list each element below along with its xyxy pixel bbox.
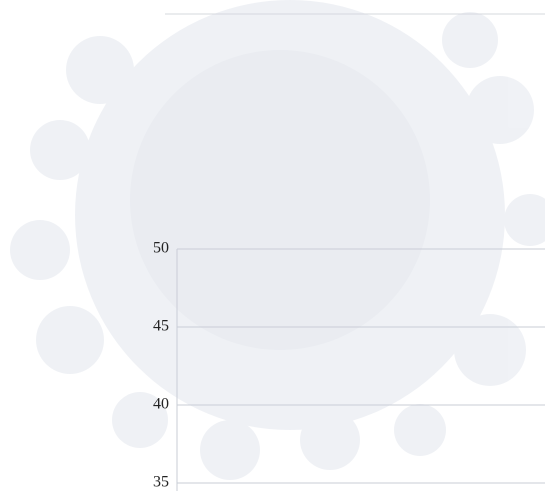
y-tick-label: 40 [153,396,169,413]
y-tick-label: 50 [153,240,169,257]
y-tick-label: 45 [153,318,169,335]
background-virus-image [10,0,545,480]
y-tick-label: 35 [153,474,169,491]
